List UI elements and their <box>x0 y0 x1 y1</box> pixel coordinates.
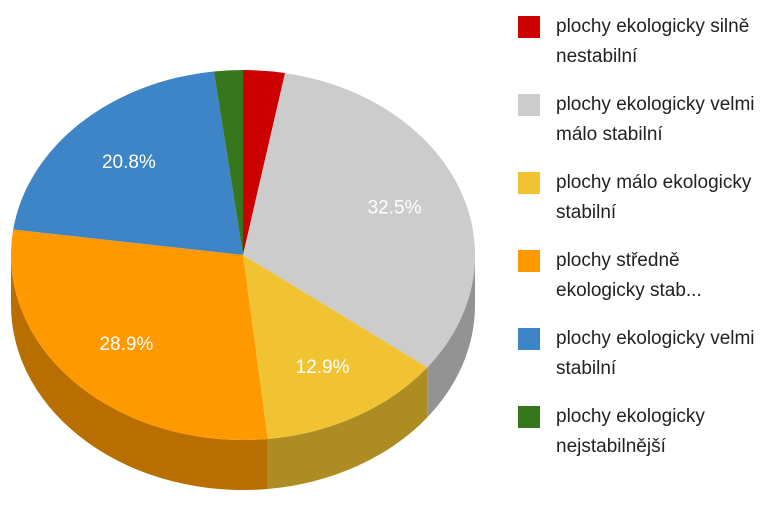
slice-label: 28.9% <box>99 334 153 355</box>
slice <box>213 70 243 255</box>
legend-swatch <box>518 406 540 428</box>
slice <box>243 73 475 368</box>
slice-label: 12.9% <box>296 357 350 378</box>
slice-side <box>11 255 268 490</box>
legend-label: plochy ekologicky silně nestabilní <box>556 16 750 67</box>
legend-entry: plochy ekologicky velmi málo stabilní <box>518 90 767 150</box>
slice-label: 20.8% <box>102 152 156 173</box>
pie: 32.5% 12.9% 28.9% 20.8% <box>10 70 475 490</box>
legend-label: plochy málo ekologicky stabilní <box>556 172 752 223</box>
legend-entry: plochy středně ekologicky stab... <box>518 246 767 306</box>
legend-entry: plochy málo ekologicky stabilní <box>518 168 767 228</box>
slice-label: 32.5% <box>368 197 422 218</box>
slice <box>243 70 286 255</box>
slice-side <box>267 367 428 489</box>
legend-label: plochy ekologicky velmi málo stabilní <box>556 94 755 145</box>
legend-swatch <box>518 172 540 194</box>
slice-side <box>427 255 475 418</box>
slice-side-shade <box>427 255 475 418</box>
legend-entry: plochy ekologicky nejstabilnější <box>518 402 767 462</box>
legend-entry: plochy ekologicky silně nestabilní <box>518 12 767 72</box>
legend-swatch <box>518 16 540 38</box>
slice-side-shade <box>267 367 428 489</box>
legend-entry: plochy ekologicky velmi stabilní <box>518 324 767 384</box>
legend-swatch <box>518 94 540 116</box>
legend-label: plochy ekologicky nejstabilnější <box>556 406 705 457</box>
slice <box>243 255 428 439</box>
slice <box>10 229 268 440</box>
legend: plochy ekologicky silně nestabilní plochy… <box>518 12 767 480</box>
legend-label: plochy středně ekologicky stab... <box>556 250 702 301</box>
slice <box>13 71 243 256</box>
legend-swatch <box>518 328 540 350</box>
legend-label: plochy ekologicky velmi stabilní <box>556 328 755 379</box>
legend-swatch <box>518 250 540 272</box>
slice-side-shade <box>11 255 268 490</box>
